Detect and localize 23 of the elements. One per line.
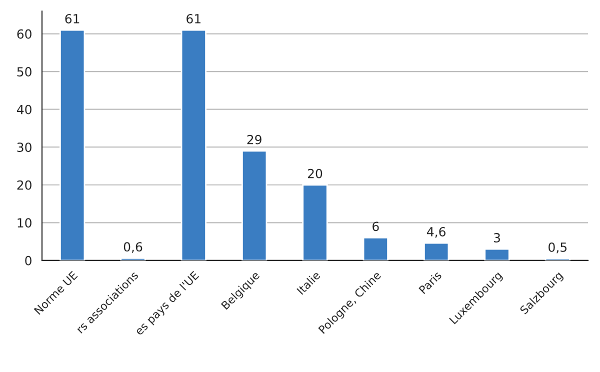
bar xyxy=(484,248,510,260)
data-label: 20 xyxy=(308,168,322,178)
y-tick-label: 30 xyxy=(17,142,32,152)
data-label: 0,6 xyxy=(124,242,142,253)
y-tick-label: 20 xyxy=(17,180,32,190)
y-tick-label: 10 xyxy=(18,218,32,228)
bar xyxy=(362,237,388,260)
y-tick-label: 40 xyxy=(16,104,32,114)
y-tick-label: 0 xyxy=(25,256,32,266)
y-tick-label: 60 xyxy=(17,29,32,39)
data-label: 6 xyxy=(372,222,379,232)
data-label: 0,5 xyxy=(548,242,567,254)
data-label: 3 xyxy=(494,233,500,242)
data-label: 61 xyxy=(65,14,80,24)
data-label: 4,6 xyxy=(427,226,446,238)
bar xyxy=(60,29,86,260)
bar xyxy=(424,242,450,260)
bar xyxy=(242,150,268,260)
bar xyxy=(180,29,206,260)
y-tick-label: 50 xyxy=(17,67,32,77)
bar xyxy=(302,184,328,260)
data-label: 61 xyxy=(186,14,200,24)
data-label: 29 xyxy=(247,134,262,144)
